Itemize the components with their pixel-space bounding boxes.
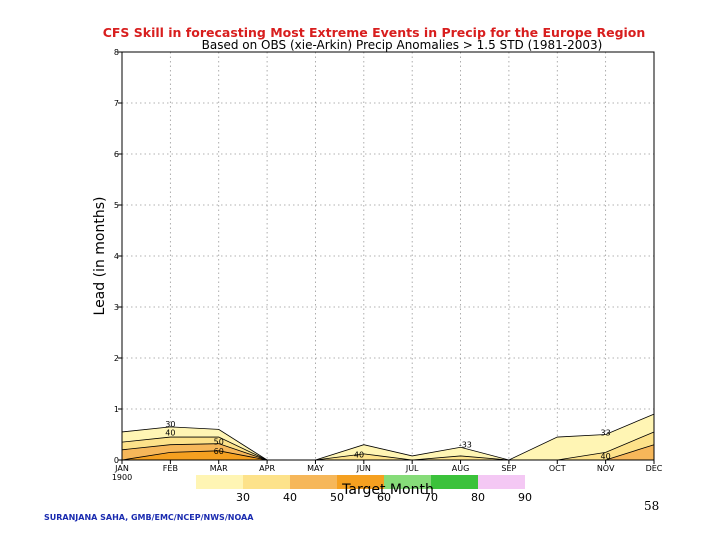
y-tick-label: 1 (114, 405, 119, 414)
legend-label: 60 (377, 491, 391, 504)
y-tick-label: 4 (114, 252, 119, 261)
x-tick-label: JUN (356, 464, 371, 473)
x-tick-label: FEB (163, 464, 178, 473)
y-tick-label: 0 (114, 456, 119, 465)
x-tick-label: AUG (452, 464, 470, 473)
legend-swatch (243, 475, 290, 489)
y-axis-label: Lead (in months) (92, 197, 108, 316)
legend-label: 80 (471, 491, 485, 504)
contour-label: 60 (214, 447, 224, 456)
x-tick-label: MAY (307, 464, 324, 473)
legend-label: 40 (283, 491, 297, 504)
y-tick-label: 2 (114, 354, 119, 363)
x-tick-label: DEC (646, 464, 663, 473)
chart-subtitle: Based on OBS (xie-Arkin) Precip Anomalie… (202, 38, 603, 52)
page-number: 58 (644, 499, 659, 513)
legend-label: 50 (330, 491, 344, 504)
y-tick-label: 3 (114, 303, 119, 312)
x-tick-label: JAN (114, 464, 129, 473)
legend-label: 70 (424, 491, 438, 504)
contour-label: -33 (459, 440, 472, 449)
x-tick-label: JUL (405, 464, 419, 473)
x-tick-label: OCT (549, 464, 566, 473)
x-tick-label: NOV (597, 464, 615, 473)
chart-title: CFS Skill in forecasting Most Extreme Ev… (103, 25, 646, 40)
contour-line-30 (121, 413, 655, 461)
color-legend: 30 40 50 60 70 80 90 (196, 475, 532, 504)
x-tick-sublabel: 1900 (112, 473, 132, 482)
y-tick-label: 6 (114, 150, 119, 159)
contour-label: 40 (354, 450, 364, 459)
legend-swatch (337, 475, 384, 489)
contour-label: 33 (601, 429, 611, 438)
contour-label: 50 (214, 438, 224, 447)
x-axis-label: Target Month (341, 482, 434, 498)
grid (122, 52, 654, 460)
legend-label: 30 (236, 491, 250, 504)
legend-swatch (196, 475, 243, 489)
legend-swatch (431, 475, 478, 489)
x-tick-label: SEP (501, 464, 516, 473)
x-tick-label: MAR (210, 464, 228, 473)
legend-swatch (384, 475, 431, 489)
contour-label: 40 (601, 452, 611, 461)
y-tick-label: 5 (114, 201, 119, 210)
y-tick-label: 8 (114, 48, 119, 57)
contour-line-40 (121, 431, 655, 461)
y-tick-label: 7 (114, 99, 119, 108)
credit-text: SURANJANA SAHA, GMB/EMC/NCEP/NWS/NOAA (44, 513, 254, 522)
contour-label: 30 (165, 420, 175, 429)
legend-label: 90 (518, 491, 532, 504)
x-tick-label: APR (259, 464, 275, 473)
legend-swatch (478, 475, 525, 489)
y-axis: 0 1 2 3 4 5 6 7 8 (114, 48, 122, 465)
legend-swatch (290, 475, 337, 489)
contour-label: 40 (165, 429, 175, 438)
